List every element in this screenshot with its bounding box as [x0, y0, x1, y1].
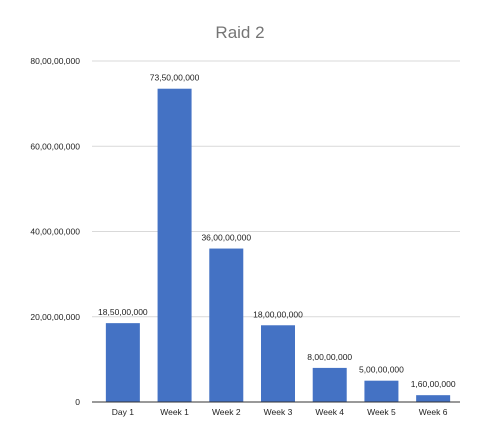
x-tick-label: Day 1 — [112, 407, 134, 417]
x-tick-label: Week 5 — [367, 407, 396, 417]
x-tick-label: Week 4 — [315, 407, 344, 417]
y-tick-label: 80,00,00,000 — [30, 56, 80, 66]
bar — [261, 325, 295, 402]
chart-title: Raid 2 — [215, 23, 264, 42]
y-tick-label: 40,00,00,000 — [30, 227, 80, 237]
x-tick-label: Week 6 — [419, 407, 448, 417]
bar — [105, 323, 140, 402]
data-label: 8,00,00,000 — [307, 352, 352, 362]
data-label: 36,00,00,000 — [201, 233, 251, 243]
y-axis-ticks: 0 20,00,00,000 40,00,00,000 60,00,00,000 80,… — [30, 56, 80, 407]
bar — [312, 367, 347, 402]
y-tick-label: 60,00,00,000 — [30, 141, 80, 151]
bars — [105, 88, 451, 403]
bar — [157, 88, 192, 403]
bar — [416, 395, 451, 402]
data-label: 1,60,00,000 — [411, 379, 456, 389]
data-label: 73,50,00,000 — [150, 73, 200, 83]
bar — [209, 248, 244, 402]
data-label: 5,00,00,000 — [359, 365, 404, 375]
x-tick-label: Week 3 — [264, 407, 293, 417]
data-labels: 18,50,00,000 73,50,00,000 36,00,00,000 18,0… — [98, 73, 456, 389]
x-tick-label: Week 2 — [212, 407, 241, 417]
y-tick-label: 20,00,00,000 — [30, 312, 80, 322]
data-label: 18,50,00,000 — [98, 307, 148, 317]
y-tick-label: 0 — [75, 397, 80, 407]
x-axis-ticks: Day 1 Week 1 Week 2 Week 3 Week 4 Week 5 Week … — [112, 407, 448, 417]
data-label: 18,00,00,000 — [253, 309, 303, 319]
x-tick-label: Week 1 — [160, 407, 189, 417]
gridlines — [92, 60, 460, 318]
bar — [364, 380, 399, 402]
